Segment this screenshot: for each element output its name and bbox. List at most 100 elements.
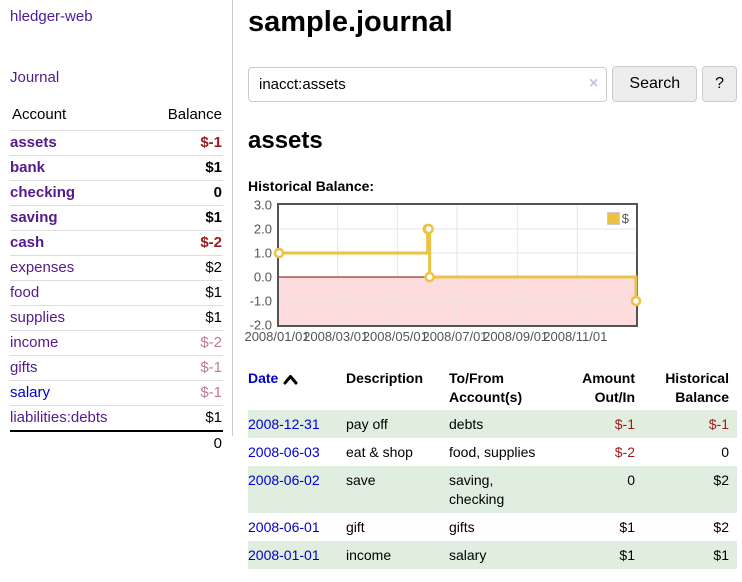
transaction-accounts: gifts [449, 519, 475, 535]
app-title-link[interactable]: hledger-web [10, 8, 93, 25]
register-row: 2008-06-03 eat & shop food, supplies $-2… [248, 438, 737, 466]
transaction-amount: $1 [619, 519, 635, 535]
historical-balance-chart: 3.0 2.0 1.0 0.0 -1.0 -2.0 $ 2008/01/01 2008/03… [244, 198, 737, 345]
transaction-accounts: debts [449, 416, 484, 432]
account-row-bank: bank $1 [10, 155, 223, 181]
help-button[interactable]: ? [702, 66, 737, 102]
account-balance-cash: $-2 [144, 230, 223, 256]
account-row-liabilities-debts: liabilities:debts $1 [10, 405, 223, 431]
transaction-accounts: saving, checking [449, 472, 505, 507]
accounts-header-account: Account [12, 106, 67, 123]
date-sort-link[interactable]: Date [248, 369, 298, 388]
transaction-amount: $-2 [614, 444, 635, 460]
y-tick-label: 3.0 [253, 197, 272, 213]
accounts-header-balance: Balance [167, 106, 222, 123]
transaction-description: gift [346, 519, 365, 535]
clear-search-icon[interactable]: × [589, 74, 599, 92]
chart-legend: $ [605, 210, 630, 227]
journal-nav-link[interactable]: Journal [10, 69, 60, 86]
account-link-supplies[interactable]: supplies [10, 309, 66, 326]
sidebar: hledger-web Journal Account Balance asse… [0, 0, 233, 456]
transaction-date-link[interactable]: 2008-12-31 [248, 416, 320, 432]
y-tick-label: 1.0 [253, 245, 272, 261]
account-balance-food: $1 [144, 280, 223, 306]
account-balance-supplies: $1 [144, 305, 223, 331]
account-link-liabilities-debts[interactable]: liabilities:debts [10, 409, 108, 426]
chart-x-axis-labels: 2008/01/01 2008/03/01 2008/05/01 2008/07/01… [244, 327, 638, 345]
transaction-amount: $-1 [614, 416, 635, 432]
account-link-income[interactable]: income [10, 334, 59, 351]
x-tick-label: 2008/05/01 [362, 329, 428, 344]
account-balance-checking: 0 [144, 180, 223, 206]
app-title: hledger-web [10, 8, 232, 25]
account-row-supplies: supplies $1 [10, 305, 223, 331]
account-row-checking: checking 0 [10, 180, 223, 206]
accounts-total-value: 0 [144, 430, 223, 456]
account-row-saving: saving $1 [10, 205, 223, 231]
transaction-accounts: salary [449, 547, 487, 563]
y-tick-label: -2.0 [249, 317, 272, 333]
y-tick-label: 2.0 [253, 221, 272, 237]
register-header-balance: Historical Balance [665, 370, 729, 405]
account-link-cash[interactable]: cash [10, 234, 45, 251]
account-link-salary[interactable]: salary [10, 384, 51, 401]
account-link-bank[interactable]: bank [10, 159, 46, 176]
journal-nav: Journal [10, 69, 232, 86]
transaction-date-link[interactable]: 2008-01-01 [248, 547, 320, 563]
x-tick-label: 2008/01/01 [244, 329, 310, 344]
register-header-date: Date [248, 366, 346, 410]
register-row: 2008-01-01 income salary $1 $1 [248, 541, 737, 569]
accounts-table: Account Balance assets $-1 bank $1 check… [10, 103, 223, 456]
transaction-balance: 0 [721, 444, 729, 460]
x-tick-label: 2008/09/01 [483, 329, 549, 344]
transaction-amount: $1 [619, 547, 635, 563]
register-header-accounts: To/From Account(s) [449, 370, 523, 405]
legend-label: $ [621, 211, 629, 226]
transaction-accounts: food, supplies [449, 444, 536, 460]
x-tick-label: 2008/07/01 [422, 329, 488, 344]
account-balance-salary: $-1 [144, 380, 223, 406]
transaction-balance: $2 [713, 519, 729, 535]
accounts-total-row: 0 [10, 430, 223, 456]
account-row-gifts: gifts $-1 [10, 355, 223, 381]
account-balance-expenses: $2 [144, 255, 223, 281]
account-link-food[interactable]: food [10, 284, 40, 301]
accounts-header-row: Account Balance [10, 103, 223, 131]
main-content: sample.journal × Search ? assets Histori… [244, 0, 737, 569]
x-tick-label: 2008/11/01 [543, 329, 608, 344]
transaction-date-link[interactable]: 2008-06-02 [248, 472, 320, 488]
register-row: 2008-06-01 gift gifts $1 $2 [248, 513, 737, 541]
search-button[interactable]: Search [612, 66, 698, 102]
chart-plot-area: $ [273, 203, 642, 327]
search-input[interactable] [248, 66, 608, 102]
account-balance-saving: $1 [144, 205, 223, 231]
transaction-description: save [346, 472, 376, 488]
x-tick-label: 2008/03/01 [303, 329, 369, 344]
transaction-balance: $-1 [708, 416, 729, 432]
legend-swatch [606, 212, 620, 225]
transaction-description: income [346, 547, 392, 563]
register-table: Date Description To/From Account(s) Amou… [248, 366, 737, 569]
register-header-description: Description [346, 370, 424, 386]
account-link-assets[interactable]: assets [10, 134, 57, 151]
register-row: 2008-12-31 pay off debts $-1 $-1 [248, 410, 737, 438]
account-link-expenses[interactable]: expenses [10, 259, 75, 276]
account-heading: assets [248, 127, 323, 154]
transaction-date-link[interactable]: 2008-06-01 [248, 519, 320, 535]
search-form: × Search ? [248, 66, 737, 102]
y-tick-label: 0.0 [253, 269, 272, 285]
account-row-income: income $-2 [10, 330, 223, 356]
account-balance-bank: $1 [144, 155, 223, 181]
search-box: × [248, 66, 608, 102]
date-header-label: Date [248, 370, 279, 386]
account-link-saving[interactable]: saving [10, 209, 58, 226]
transaction-amount: 0 [627, 472, 635, 488]
transaction-balance: $2 [713, 472, 729, 488]
account-link-checking[interactable]: checking [10, 184, 76, 201]
chart-canvas [273, 205, 642, 325]
account-link-gifts[interactable]: gifts [10, 359, 38, 376]
sort-ascending-icon [283, 374, 298, 384]
register-header-row: Date Description To/From Account(s) Amou… [248, 366, 737, 410]
account-balance-gifts: $-1 [144, 355, 223, 381]
transaction-date-link[interactable]: 2008-06-03 [248, 444, 320, 460]
